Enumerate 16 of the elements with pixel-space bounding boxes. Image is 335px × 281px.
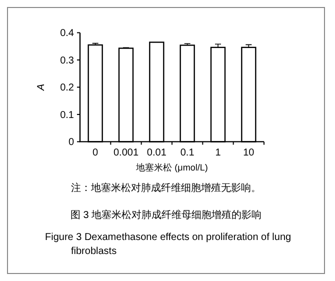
x-tick-label: 0.01 [146,148,167,159]
x-tick-label: 10 [243,148,255,159]
x-tick-label: 0.001 [113,148,139,159]
x-tick-label: 1 [215,148,222,159]
caption: Figure 3 Dexamethasone effects on proliferation of lung fibroblasts [45,232,292,257]
y-tick-label: 0 [68,137,74,148]
x-tick-label: 0 [92,148,99,159]
x-tick-label: 0.1 [180,148,195,159]
y-tick-label: 0.1 [60,110,74,121]
y-tick-label: 0.3 [60,55,74,66]
y-tick-label: 0.4 [60,28,74,40]
y-tick-label: 0.2 [60,82,74,94]
caption: 图 3 地塞米松对肺成纤维母细胞增殖的影响 [70,209,262,221]
text: 注：地塞米松对肺成纤维细胞增殖无影响。 [71,182,261,194]
y-axis-title: A [36,84,47,92]
x-axis-title: 地塞米松 (μmol/L) [135,162,208,173]
